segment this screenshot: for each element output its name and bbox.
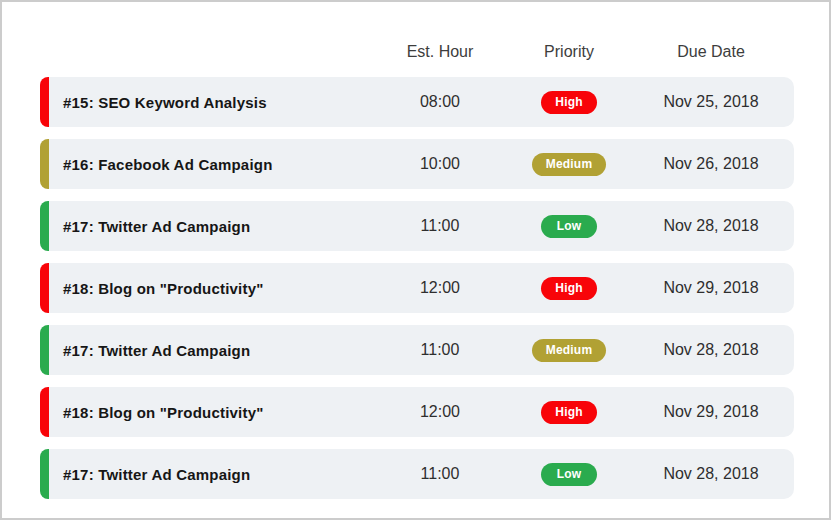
task-est-hour: 12:00 (370, 403, 510, 421)
task-est-hour: 08:00 (370, 93, 510, 111)
task-due-date: Nov 29, 2018 (628, 403, 794, 421)
list-header: Est. Hour Priority Due Date (40, 40, 794, 64)
header-priority: Priority (510, 43, 628, 61)
header-accent-spacer (40, 40, 49, 64)
task-due-date: Nov 29, 2018 (628, 279, 794, 297)
priority-badge: High (541, 401, 597, 424)
task-title: #17: Twitter Ad Campaign (49, 466, 370, 483)
priority-badge: Medium (532, 339, 607, 362)
task-title: #17: Twitter Ad Campaign (49, 218, 370, 235)
task-est-hour: 10:00 (370, 155, 510, 173)
task-row[interactable]: #18: Blog on "Productivity" 12:00 High N… (40, 387, 794, 437)
task-est-hour: 11:00 (370, 465, 510, 483)
task-title: #18: Blog on "Productivity" (49, 404, 370, 421)
header-due-date: Due Date (628, 43, 794, 61)
priority-accent-bar (40, 77, 49, 127)
priority-cell: Low (510, 463, 628, 486)
priority-accent-bar (40, 449, 49, 499)
priority-cell: Medium (510, 339, 628, 362)
task-row[interactable]: #17: Twitter Ad Campaign 11:00 Low Nov 2… (40, 449, 794, 499)
header-est-hour: Est. Hour (370, 43, 510, 61)
priority-cell: High (510, 277, 628, 300)
priority-badge: High (541, 277, 597, 300)
priority-cell: High (510, 401, 628, 424)
priority-accent-bar (40, 263, 49, 313)
priority-badge: High (541, 91, 597, 114)
task-row[interactable]: #17: Twitter Ad Campaign 11:00 Medium No… (40, 325, 794, 375)
task-est-hour: 11:00 (370, 341, 510, 359)
priority-badge: Low (541, 463, 597, 486)
task-due-date: Nov 26, 2018 (628, 155, 794, 173)
priority-badge: Low (541, 215, 597, 238)
task-row[interactable]: #16: Facebook Ad Campaign 10:00 Medium N… (40, 139, 794, 189)
task-list: #15: SEO Keyword Analysis 08:00 High Nov… (40, 77, 792, 499)
task-title: #16: Facebook Ad Campaign (49, 156, 370, 173)
priority-accent-bar (40, 201, 49, 251)
task-title: #18: Blog on "Productivity" (49, 280, 370, 297)
task-row[interactable]: #18: Blog on "Productivity" 12:00 High N… (40, 263, 794, 313)
priority-accent-bar (40, 387, 49, 437)
task-due-date: Nov 28, 2018 (628, 217, 794, 235)
priority-accent-bar (40, 325, 49, 375)
task-row[interactable]: #17: Twitter Ad Campaign 11:00 Low Nov 2… (40, 201, 794, 251)
priority-cell: Low (510, 215, 628, 238)
priority-accent-bar (40, 139, 49, 189)
task-due-date: Nov 28, 2018 (628, 341, 794, 359)
task-due-date: Nov 25, 2018 (628, 93, 794, 111)
task-list-page: Est. Hour Priority Due Date #15: SEO Key… (2, 2, 829, 518)
priority-cell: High (510, 91, 628, 114)
task-due-date: Nov 28, 2018 (628, 465, 794, 483)
task-est-hour: 12:00 (370, 279, 510, 297)
task-row[interactable]: #15: SEO Keyword Analysis 08:00 High Nov… (40, 77, 794, 127)
priority-badge: Medium (532, 153, 607, 176)
task-title: #17: Twitter Ad Campaign (49, 342, 370, 359)
priority-cell: Medium (510, 153, 628, 176)
task-est-hour: 11:00 (370, 217, 510, 235)
task-title: #15: SEO Keyword Analysis (49, 94, 370, 111)
